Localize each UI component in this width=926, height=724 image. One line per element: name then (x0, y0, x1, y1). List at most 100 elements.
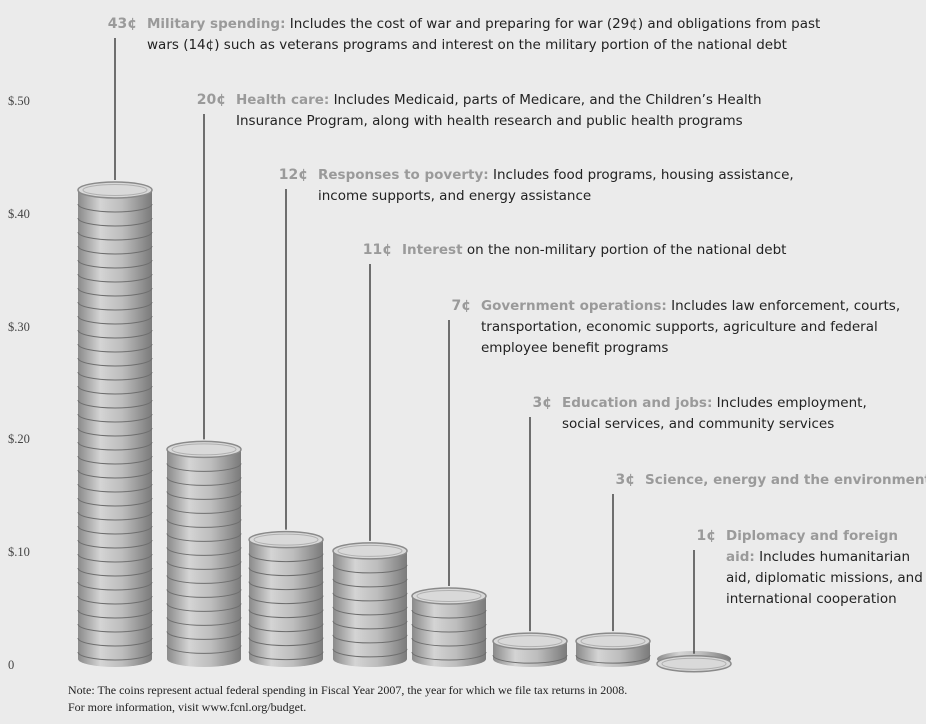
coin-edge (166, 477, 242, 486)
coin-edge (77, 273, 153, 283)
category-title: Education and jobs: (562, 395, 713, 411)
y-tick-label: $.50 (8, 94, 30, 108)
coin-edge (77, 581, 153, 591)
coin-edge (166, 561, 242, 570)
coin-edge (77, 231, 153, 241)
coin-edge (248, 553, 324, 563)
coin-edge (332, 634, 408, 644)
coin-rim (337, 544, 403, 557)
note: For more information, visit www.fcnl.org… (68, 700, 307, 714)
coin-bottom (576, 651, 650, 667)
coin-edge (411, 637, 487, 647)
coin-edge (166, 505, 242, 514)
coin-edge (77, 511, 153, 521)
y-tick-label: $.30 (8, 319, 30, 334)
coin-edge (248, 595, 324, 605)
coin-stack (412, 596, 486, 659)
coin-rim (661, 657, 727, 670)
coin-edge (77, 441, 153, 451)
category-title: Interest (402, 242, 463, 258)
y-tick-label: 0 (8, 658, 15, 672)
coin-bottom (249, 651, 323, 667)
coin-edge (77, 427, 153, 437)
y-tick-label: $.40 (8, 206, 30, 221)
coin-edge (411, 651, 487, 661)
coin-edge (77, 203, 153, 213)
coin-edge (77, 287, 153, 297)
coin-edge (166, 589, 242, 598)
coin-rim (171, 443, 237, 456)
coin-edge (77, 483, 153, 493)
value-label: 3¢ (615, 472, 635, 488)
coin-edge (166, 519, 242, 528)
coin-edge (77, 245, 153, 255)
coin-edge (248, 623, 324, 633)
value-label: 11¢ (362, 242, 392, 258)
category-title: Responses to poverty: (318, 167, 489, 183)
coin-edge (77, 343, 153, 353)
coin-edge (332, 592, 408, 602)
coin-edge (77, 385, 153, 395)
coin-edge (166, 575, 242, 584)
coin-edge (332, 606, 408, 616)
coin-edge (332, 648, 408, 658)
coin-stack (249, 539, 323, 659)
coin-edge (166, 645, 242, 654)
coin-edge (77, 497, 153, 507)
category-description: Includes food programs, housing assistan… (318, 167, 794, 204)
coin-edge (77, 637, 153, 647)
coin-edge (77, 371, 153, 381)
coin-edge (77, 469, 153, 479)
value-label: 3¢ (532, 395, 552, 411)
note: Note: The coins represent actual federal… (68, 683, 628, 697)
coin-rim (82, 183, 148, 196)
coin-edge (77, 455, 153, 465)
coin-rim (253, 533, 319, 546)
coin-edge (77, 567, 153, 577)
category-label: Diplomacy and foreign aid: Includes huma… (726, 526, 926, 610)
category-label: Health care: Includes Medicaid, parts of… (236, 90, 776, 132)
coin-edge (77, 623, 153, 633)
coin-edge (77, 259, 153, 269)
coin-edge (77, 301, 153, 311)
coin-edge (332, 564, 408, 574)
category-description: Includes law enforcement, courts, transp… (481, 298, 901, 356)
coin-edge (248, 651, 324, 661)
category-description: on the non-military portion of the natio… (466, 242, 787, 258)
coin-edge (248, 609, 324, 619)
value-label: 1¢ (696, 528, 716, 544)
coin-edge (77, 315, 153, 325)
coin-edge (77, 413, 153, 423)
y-tick-label: $.10 (8, 545, 30, 560)
coin-edge (332, 620, 408, 630)
coin-bottom (333, 651, 407, 667)
coin-edge (77, 651, 153, 661)
coin-edge (166, 547, 242, 556)
coin-bottom (493, 651, 567, 667)
category-label: Responses to poverty: Includes food prog… (318, 165, 818, 207)
coin-edge (166, 463, 242, 472)
category-label: Interest on the non-military portion of … (402, 240, 882, 261)
coin-edge (332, 578, 408, 588)
coin-rim (580, 635, 646, 648)
category-description: Includes humanitarian aid, diplomatic mi… (726, 549, 923, 607)
coin-rim (497, 635, 563, 648)
category-title: Government operations: (481, 298, 667, 314)
coin-edge (77, 217, 153, 227)
category-label: Government operations: Includes law enfo… (481, 296, 901, 359)
category-label: Military spending: Includes the cost of … (147, 14, 847, 56)
coin-edge (166, 603, 242, 612)
coin-edge (77, 609, 153, 619)
coin-edge (248, 581, 324, 591)
value-label: 7¢ (451, 298, 471, 314)
coin-edge (77, 525, 153, 535)
category-title: Military spending: (147, 16, 286, 32)
value-label: 43¢ (107, 16, 137, 32)
coin-edge (411, 623, 487, 633)
coin-bottom (412, 651, 486, 667)
coin-edge (575, 655, 651, 664)
category-description: Includes the cost of war and preparing f… (147, 16, 821, 53)
value-label: 12¢ (278, 167, 308, 183)
